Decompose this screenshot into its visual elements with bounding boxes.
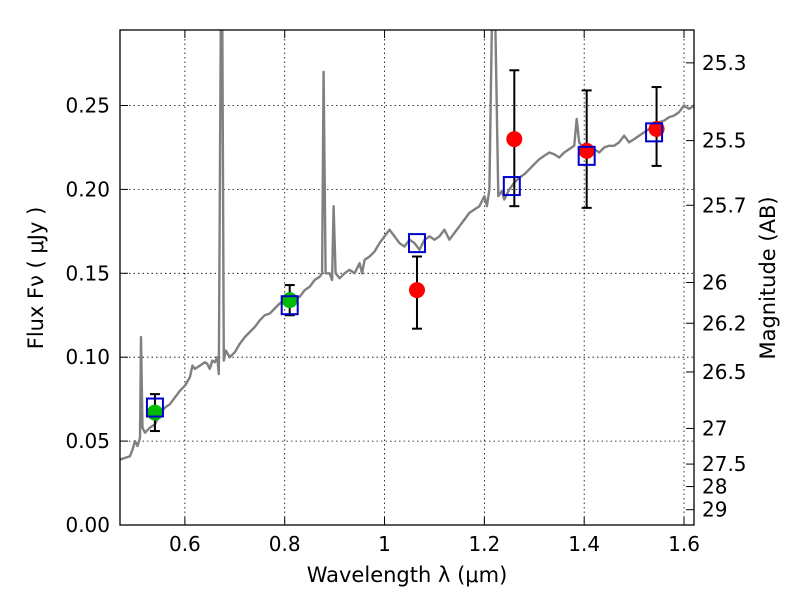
x-tick-label: 1.4 <box>568 532 600 556</box>
x-axis-label: Wavelength λ (μm) <box>307 563 508 587</box>
mag-tick-label: 26 <box>702 270 727 294</box>
model-square-marker <box>407 233 426 254</box>
mag-tick-label: 28 <box>702 475 727 499</box>
grid-lines <box>120 30 694 525</box>
y-axis-label: Flux Fν ( μJy ) <box>24 207 48 350</box>
mag-tick-label: 25.7 <box>702 193 747 217</box>
mag-tick-label: 25.5 <box>702 129 747 153</box>
green-data-point <box>281 292 298 309</box>
y-tick-label: 0.00 <box>65 513 110 537</box>
mag-tick-label: 27.5 <box>702 452 747 476</box>
model-square-marker <box>645 122 664 143</box>
magnitude-axis-label: Magnitude (AB) <box>756 196 780 359</box>
mag-tick-label: 26.5 <box>702 360 747 384</box>
red-data-point <box>648 121 665 137</box>
y-tick-label: 0.25 <box>65 94 110 118</box>
y-tick-label: 0.05 <box>65 429 110 453</box>
plot-frame <box>119 29 695 526</box>
ticks-layer: 0.6 0.8 1 1.2 1.4 1.6 0.00 0.05 0.10 0.15 0.20 0.25… <box>65 30 747 556</box>
red-data-point <box>578 142 595 159</box>
model-square-marker <box>502 176 521 197</box>
x-tick-label: 1.2 <box>468 532 500 556</box>
green-data-point <box>146 404 163 421</box>
mag-tick-label: 25.3 <box>702 51 747 75</box>
model-square-marker <box>145 397 164 418</box>
y-tick-label: 0.15 <box>65 261 110 285</box>
spectrum-layer <box>120 30 694 461</box>
x-tick-label: 0.8 <box>269 532 301 556</box>
data-points-layer <box>145 69 665 433</box>
mag-tick-label: 27 <box>702 416 727 440</box>
x-tick-label: 1.6 <box>668 532 700 556</box>
model-square-marker <box>577 145 596 166</box>
spectrum-line <box>120 30 694 461</box>
mag-tick-label: 26.2 <box>702 311 747 335</box>
x-tick-label: 1 <box>378 532 391 556</box>
x-tick-label: 0.6 <box>169 532 201 556</box>
model-square-marker <box>280 295 299 316</box>
mag-tick-label: 29 <box>702 498 727 522</box>
y-tick-label: 0.10 <box>65 345 110 369</box>
y-tick-label: 0.20 <box>65 177 110 201</box>
red-data-point <box>506 131 523 148</box>
red-data-point <box>408 282 425 299</box>
